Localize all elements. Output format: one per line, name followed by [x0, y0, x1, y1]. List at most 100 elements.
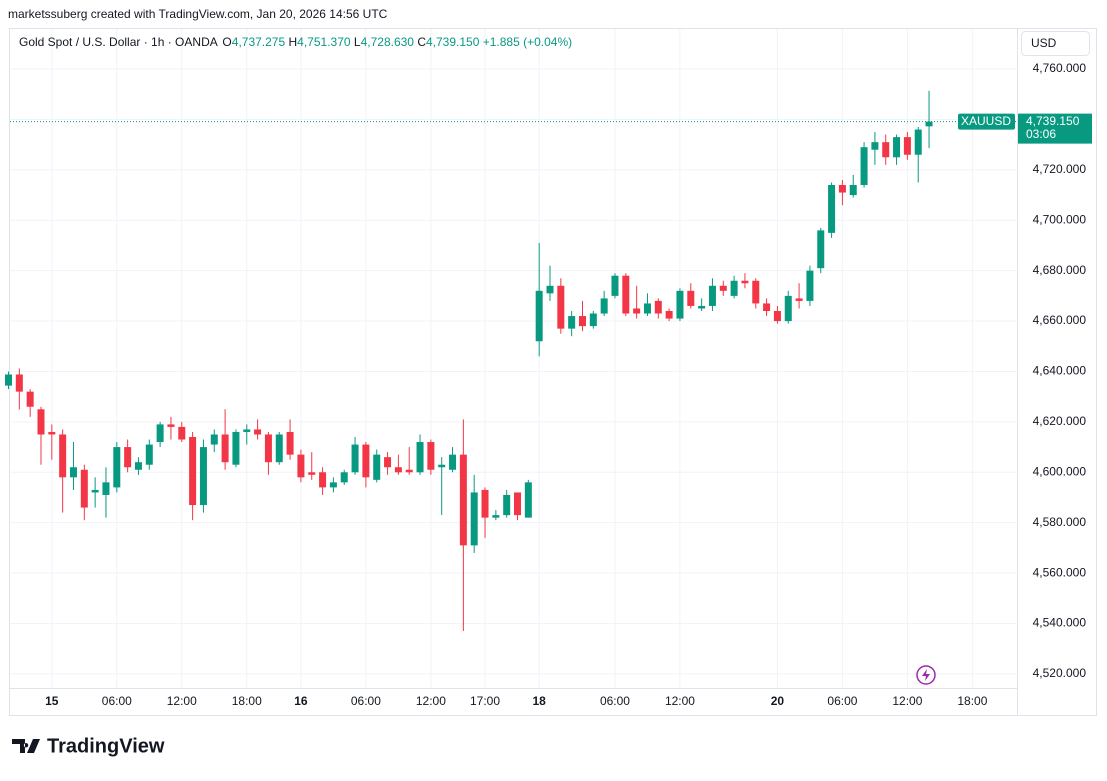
- y-tick-label: 4,660.000: [1033, 313, 1087, 327]
- candle-body: [102, 482, 110, 495]
- candle-body: [817, 230, 825, 269]
- candle-body: [849, 184, 857, 196]
- candle-body: [643, 303, 651, 314]
- candle-body: [145, 444, 153, 465]
- candle-body: [676, 290, 684, 319]
- candle-body: [492, 515, 500, 518]
- candle-body: [449, 454, 457, 470]
- y-tick-label: 4,600.000: [1033, 464, 1087, 478]
- x-tick-label: 12:00: [892, 694, 922, 708]
- candle-body: [69, 467, 77, 478]
- x-tick-label: 12:00: [416, 694, 446, 708]
- x-tick-label: 12:00: [665, 694, 695, 708]
- candle-body: [622, 275, 630, 314]
- candle-body: [373, 454, 381, 480]
- grid: [10, 29, 1017, 688]
- x-tick-label: 18: [532, 694, 546, 708]
- change: +1.885 (+0.04%): [483, 35, 572, 49]
- y-tick-label: 4,520.000: [1033, 666, 1087, 680]
- attribution: marketssuberg created with TradingView.c…: [8, 7, 388, 21]
- x-tick-label: 16: [294, 694, 308, 708]
- x-tick-label: 15: [45, 694, 59, 708]
- candle-body: [156, 424, 164, 443]
- last-price-tag: [1018, 113, 1092, 144]
- candle-body: [416, 442, 424, 473]
- candle-body: [568, 316, 576, 329]
- close-value: 4,739.150: [426, 35, 480, 49]
- candle-body: [5, 374, 12, 386]
- candle-body: [838, 184, 846, 193]
- candle-body: [871, 142, 879, 150]
- logo-text: TradingView: [47, 735, 165, 757]
- symbol-tag: [958, 113, 1015, 130]
- candle-body: [178, 426, 186, 440]
- candle-body: [470, 492, 478, 546]
- candle-body: [546, 285, 554, 294]
- x-tick-label: 17:00: [470, 694, 500, 708]
- candle-body: [362, 444, 370, 478]
- candle-body: [124, 447, 132, 468]
- candle-body: [925, 121, 933, 127]
- candle-body: [589, 313, 597, 327]
- candle-body: [600, 298, 608, 314]
- candle-body: [297, 454, 305, 478]
- candle-body: [15, 374, 23, 392]
- candle-body: [340, 472, 348, 483]
- candle-body: [37, 409, 45, 435]
- candle-body: [654, 300, 662, 314]
- x-tick-label: 20: [771, 694, 785, 708]
- candle-body: [59, 434, 67, 478]
- candle-body: [806, 270, 814, 301]
- candle-body: [319, 472, 327, 488]
- y-tick-label: 4,620.000: [1033, 414, 1087, 428]
- candle-body: [611, 275, 619, 296]
- candle-body: [698, 305, 706, 309]
- candle-body: [210, 434, 218, 445]
- candle-body: [134, 462, 142, 470]
- event-bolt: [922, 669, 930, 681]
- symbol: Gold Spot / U.S. Dollar · 1h · OANDA: [19, 35, 218, 49]
- candle-body: [286, 431, 294, 455]
- x-tick-label: 12:00: [167, 694, 197, 708]
- event-icon[interactable]: [916, 665, 936, 685]
- candle-body: [438, 464, 446, 468]
- candle-body: [795, 298, 803, 301]
- open-label: O: [222, 35, 231, 49]
- candle-body: [773, 310, 781, 322]
- candle-body: [687, 290, 695, 306]
- candle-body: [91, 489, 99, 493]
- candle-body: [199, 447, 207, 506]
- chart-frame: [9, 28, 1097, 716]
- candle-body: [557, 285, 565, 329]
- candle-body: [882, 142, 890, 158]
- candle-body: [893, 137, 901, 158]
- candle-body: [48, 431, 56, 435]
- candle-body: [189, 437, 197, 506]
- y-tick-label: 4,700.000: [1033, 212, 1087, 226]
- high-value: 4,751.370: [297, 35, 351, 49]
- x-tick-label: 18:00: [232, 694, 262, 708]
- candle-body: [113, 447, 121, 488]
- y-tick-label: 4,560.000: [1033, 565, 1087, 579]
- candle-body: [264, 434, 272, 463]
- x-tick-label: 06:00: [600, 694, 630, 708]
- x-tick-label: 06:00: [102, 694, 132, 708]
- candle-body: [730, 280, 738, 296]
- candle-body: [459, 454, 467, 546]
- candle-body: [254, 429, 262, 435]
- candle-body: [741, 280, 749, 284]
- candle-body: [752, 280, 760, 304]
- candle-body: [514, 492, 522, 516]
- open-value: 4,737.275: [232, 35, 286, 49]
- y-tick-label: 4,760.000: [1033, 61, 1087, 75]
- candle-body: [26, 391, 34, 407]
- last-price-label: 4,739.150: [1026, 114, 1080, 128]
- candle-body: [232, 431, 240, 465]
- candle-body: [903, 137, 911, 155]
- candles: [5, 90, 933, 632]
- currency-button[interactable]: [1021, 31, 1090, 56]
- candle-body: [405, 469, 413, 473]
- legend: Gold Spot / U.S. Dollar · 1h · OANDA O4,…: [19, 35, 572, 49]
- candle-body: [665, 310, 673, 319]
